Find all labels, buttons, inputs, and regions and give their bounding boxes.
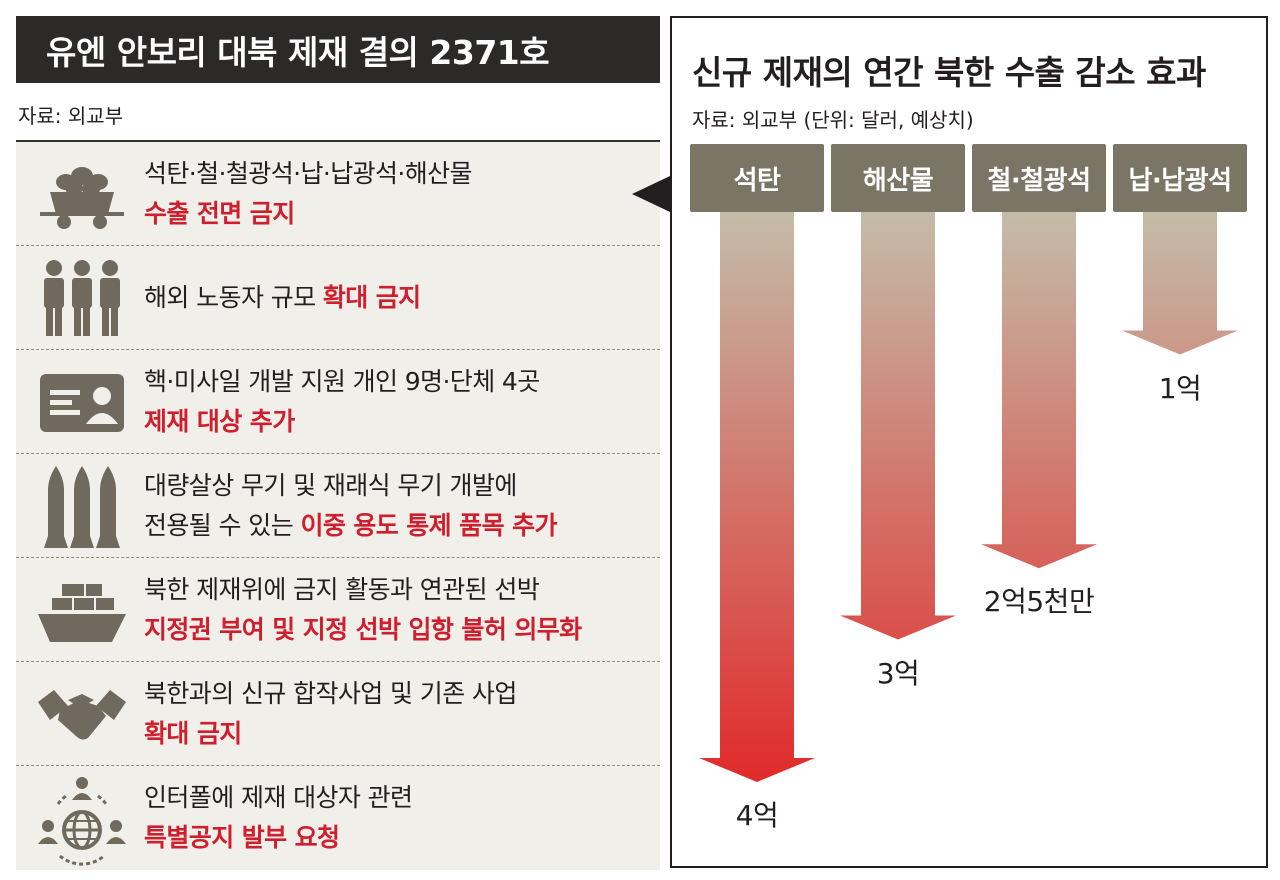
value-label: 1억 xyxy=(1158,371,1202,405)
item-line2-highlight: 제재 대상 추가 xyxy=(144,407,295,436)
category-label: 해산물 xyxy=(831,144,965,212)
item-line1: 석탄·철·철광석·납·납광석·해산물 xyxy=(144,159,473,188)
sanction-item-vessels: 북한 제재위에 금지 활동과 연관된 선박 지정권 부여 및 지정 선박 입항 … xyxy=(16,558,660,662)
item-line1: 북한과의 신규 합작사업 및 기존 사업 xyxy=(144,679,517,708)
missiles-icon xyxy=(36,464,128,554)
sanction-item-workers: 해외 노동자 규모 확대 금지 xyxy=(16,246,660,350)
item-line2-highlight: 확대 금지 xyxy=(144,719,242,748)
bar-arrow xyxy=(981,212,1097,569)
item-line1: 핵·미사일 개발 지원 개인 9명·단체 4곳 xyxy=(144,367,540,396)
chart-panel: 신규 제재의 연간 북한 수출 감소 효과 자료: 외교부 (단위: 달러, 예… xyxy=(670,16,1268,868)
handshake-icon xyxy=(36,676,128,756)
cargo-ship-icon xyxy=(36,570,128,650)
sanction-item-dual-use: 대량살상 무기 및 재래식 무기 개발에 전용될 수 있는 이중 용도 통제 품… xyxy=(16,454,660,558)
sanction-item-interpol: 인터폴에 제재 대상자 관련 특별공지 발부 요청 xyxy=(16,766,660,870)
item-line1: 인터폴에 제재 대상자 관련 xyxy=(144,783,413,812)
globe-network-icon xyxy=(36,774,128,866)
sanction-item-joint-ventures: 북한과의 신규 합작사업 및 기존 사업 확대 금지 xyxy=(16,662,660,766)
bar-arrow xyxy=(1122,212,1238,355)
pointer-arrow xyxy=(632,176,670,212)
item-line2-prefix: 전용될 수 있는 xyxy=(144,511,301,540)
item-line2-highlight: 특별공지 발부 요청 xyxy=(144,823,340,852)
left-divider xyxy=(16,140,660,142)
item-line2-highlight: 수출 전면 금지 xyxy=(144,199,295,228)
id-card-icon xyxy=(36,362,128,442)
workers-icon xyxy=(36,258,128,338)
item-line1: 해외 노동자 규모 xyxy=(144,283,323,312)
sanction-item-designations: 핵·미사일 개발 지원 개인 9명·단체 4곳 제재 대상 추가 xyxy=(16,350,660,454)
chart-subtitle: 자료: 외교부 (단위: 달러, 예상치) xyxy=(692,108,974,132)
left-title: 유엔 안보리 대북 제재 결의 2371호 xyxy=(16,16,660,83)
coal-cart-icon xyxy=(36,156,128,236)
chart-area xyxy=(699,212,1238,782)
sanctions-list: 석탄·철·철광석·납·납광석·해산물 수출 전면 금지 해외 노동자 규모 확대… xyxy=(16,142,660,870)
left-source: 자료: 외교부 xyxy=(18,104,124,128)
value-label: 3억 xyxy=(876,656,920,690)
chart-title: 신규 제재의 연간 북한 수출 감소 효과 xyxy=(692,53,1206,92)
value-label: 2억5천만 xyxy=(983,585,1095,619)
category-label: 석탄 xyxy=(690,144,824,212)
bar-arrow xyxy=(840,212,956,640)
category-label: 납·납광석 xyxy=(1113,144,1247,212)
value-label: 4억 xyxy=(735,799,779,832)
item-line1: 대량살상 무기 및 재래식 무기 개발에 xyxy=(144,471,517,500)
item-line2-highlight: 이중 용도 통제 품목 추가 xyxy=(300,511,557,540)
item-line2-highlight: 지정권 부여 및 지정 선박 입항 불허 의무화 xyxy=(144,615,582,644)
item-inline-highlight: 확대 금지 xyxy=(322,283,421,312)
category-label: 철·철광석 xyxy=(972,144,1106,212)
bar-arrow xyxy=(699,212,815,782)
sanction-item-export-ban: 석탄·철·철광석·납·납광석·해산물 수출 전면 금지 xyxy=(16,142,660,246)
item-line1: 북한 제재위에 금지 활동과 연관된 선박 xyxy=(144,575,540,604)
